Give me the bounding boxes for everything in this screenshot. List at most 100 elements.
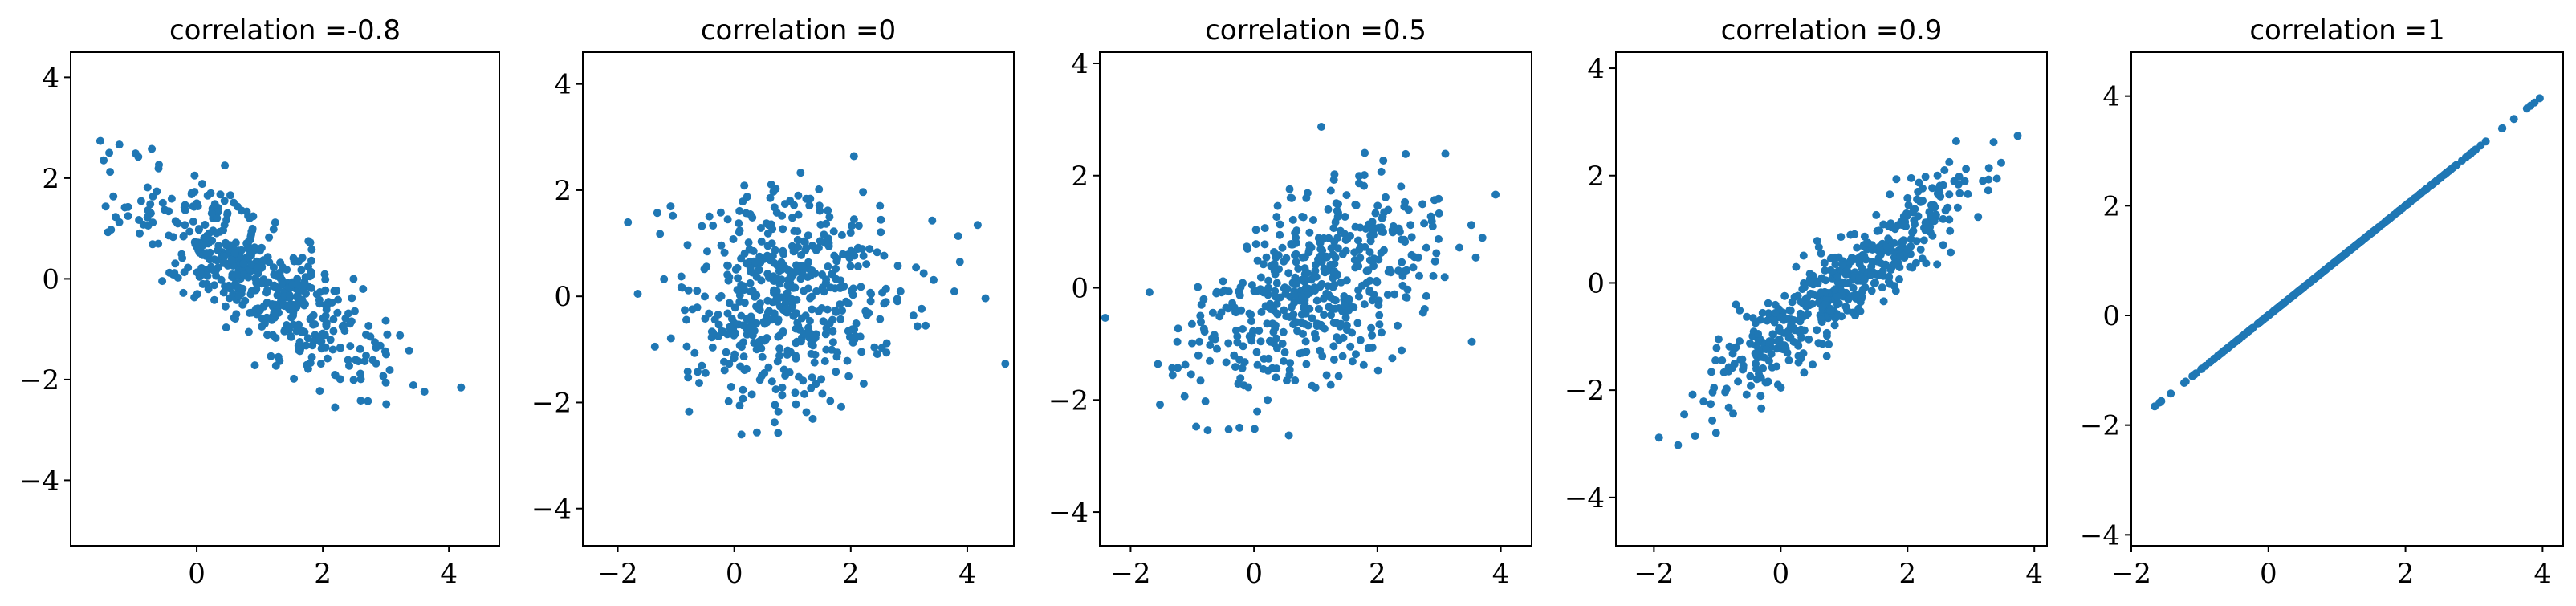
data-point xyxy=(1378,328,1386,337)
data-point xyxy=(385,366,394,374)
y-tick-label: 2 xyxy=(2102,190,2120,222)
data-point xyxy=(730,354,739,363)
data-point xyxy=(1299,253,1307,262)
data-point xyxy=(1794,341,1803,350)
data-point xyxy=(269,263,278,272)
data-point xyxy=(1284,431,1293,440)
data-point xyxy=(1320,324,1329,333)
data-point xyxy=(1284,269,1293,278)
data-point xyxy=(775,344,784,353)
data-point xyxy=(919,269,928,278)
data-point xyxy=(245,309,254,317)
data-point xyxy=(1873,226,1882,235)
data-point xyxy=(2509,115,2518,124)
data-point xyxy=(1984,164,1993,173)
data-point xyxy=(1951,137,1960,145)
data-point xyxy=(1813,279,1822,288)
data-point xyxy=(288,280,297,289)
data-point xyxy=(1904,201,1913,209)
data-point xyxy=(1233,332,1242,340)
data-point xyxy=(1945,157,1954,166)
data-point xyxy=(1398,281,1407,290)
data-point xyxy=(1767,337,1776,346)
data-point xyxy=(1308,381,1316,390)
data-point xyxy=(329,327,338,336)
data-point xyxy=(1250,425,1259,433)
x-tick-label: −2 xyxy=(597,558,637,590)
data-point xyxy=(307,256,315,265)
data-point xyxy=(287,331,295,340)
data-point xyxy=(792,324,800,333)
data-point xyxy=(1265,336,1274,345)
data-point xyxy=(326,336,335,344)
data-point xyxy=(794,191,803,200)
data-point xyxy=(893,262,902,270)
y-tick-label: 4 xyxy=(42,62,59,94)
data-point xyxy=(1348,357,1357,366)
data-point xyxy=(740,181,749,190)
data-point xyxy=(771,401,779,409)
data-point xyxy=(1262,253,1271,262)
data-point xyxy=(1294,264,1303,273)
data-point xyxy=(774,407,783,416)
data-point xyxy=(839,250,847,258)
data-point xyxy=(735,206,744,215)
data-point xyxy=(783,308,792,317)
data-point xyxy=(1415,271,1423,280)
data-point xyxy=(1280,284,1288,292)
data-point xyxy=(1253,256,1262,265)
data-point xyxy=(862,260,871,269)
data-point xyxy=(806,194,815,203)
data-point xyxy=(1915,178,1923,187)
data-point xyxy=(1933,189,1942,198)
data-point xyxy=(1813,237,1821,246)
data-point xyxy=(796,169,805,177)
data-point xyxy=(2198,364,2206,373)
data-point xyxy=(770,258,779,267)
data-point xyxy=(792,352,800,360)
data-point xyxy=(1879,220,1888,229)
data-point xyxy=(1800,368,1809,377)
data-point xyxy=(720,248,729,257)
data-point xyxy=(763,242,772,250)
data-point xyxy=(1283,376,1291,385)
y-tick-label: −2 xyxy=(2080,410,2120,442)
data-point xyxy=(832,368,840,376)
data-point xyxy=(1732,300,1740,309)
data-point xyxy=(1322,371,1331,380)
data-point xyxy=(723,270,732,279)
axes-frame xyxy=(1615,51,2048,547)
data-point xyxy=(246,214,254,222)
data-point xyxy=(148,144,157,153)
data-point xyxy=(171,259,180,268)
data-point xyxy=(340,327,349,336)
data-point xyxy=(278,262,287,271)
data-point xyxy=(161,205,169,214)
data-point xyxy=(1707,368,1715,376)
data-point xyxy=(1345,295,1353,303)
data-point xyxy=(1757,404,1766,413)
data-point xyxy=(698,222,706,230)
y-tick-label: 4 xyxy=(1587,53,1605,85)
data-point xyxy=(1278,340,1287,348)
data-point xyxy=(1240,358,1249,367)
data-point xyxy=(735,219,743,228)
data-point xyxy=(820,357,829,365)
data-point xyxy=(775,352,783,360)
data-point xyxy=(180,268,189,277)
data-point xyxy=(234,291,243,300)
data-point xyxy=(1324,205,1333,214)
data-point xyxy=(844,299,853,307)
data-point xyxy=(290,374,299,383)
data-point xyxy=(723,309,732,318)
data-point xyxy=(1219,277,1227,286)
data-point xyxy=(1201,397,1210,405)
data-point xyxy=(751,257,759,266)
data-point xyxy=(187,189,196,197)
data-point xyxy=(2213,352,2222,360)
data-point xyxy=(1747,381,1755,390)
data-point xyxy=(739,352,748,361)
data-point xyxy=(199,241,208,250)
data-point xyxy=(865,309,873,317)
data-point xyxy=(792,400,800,409)
